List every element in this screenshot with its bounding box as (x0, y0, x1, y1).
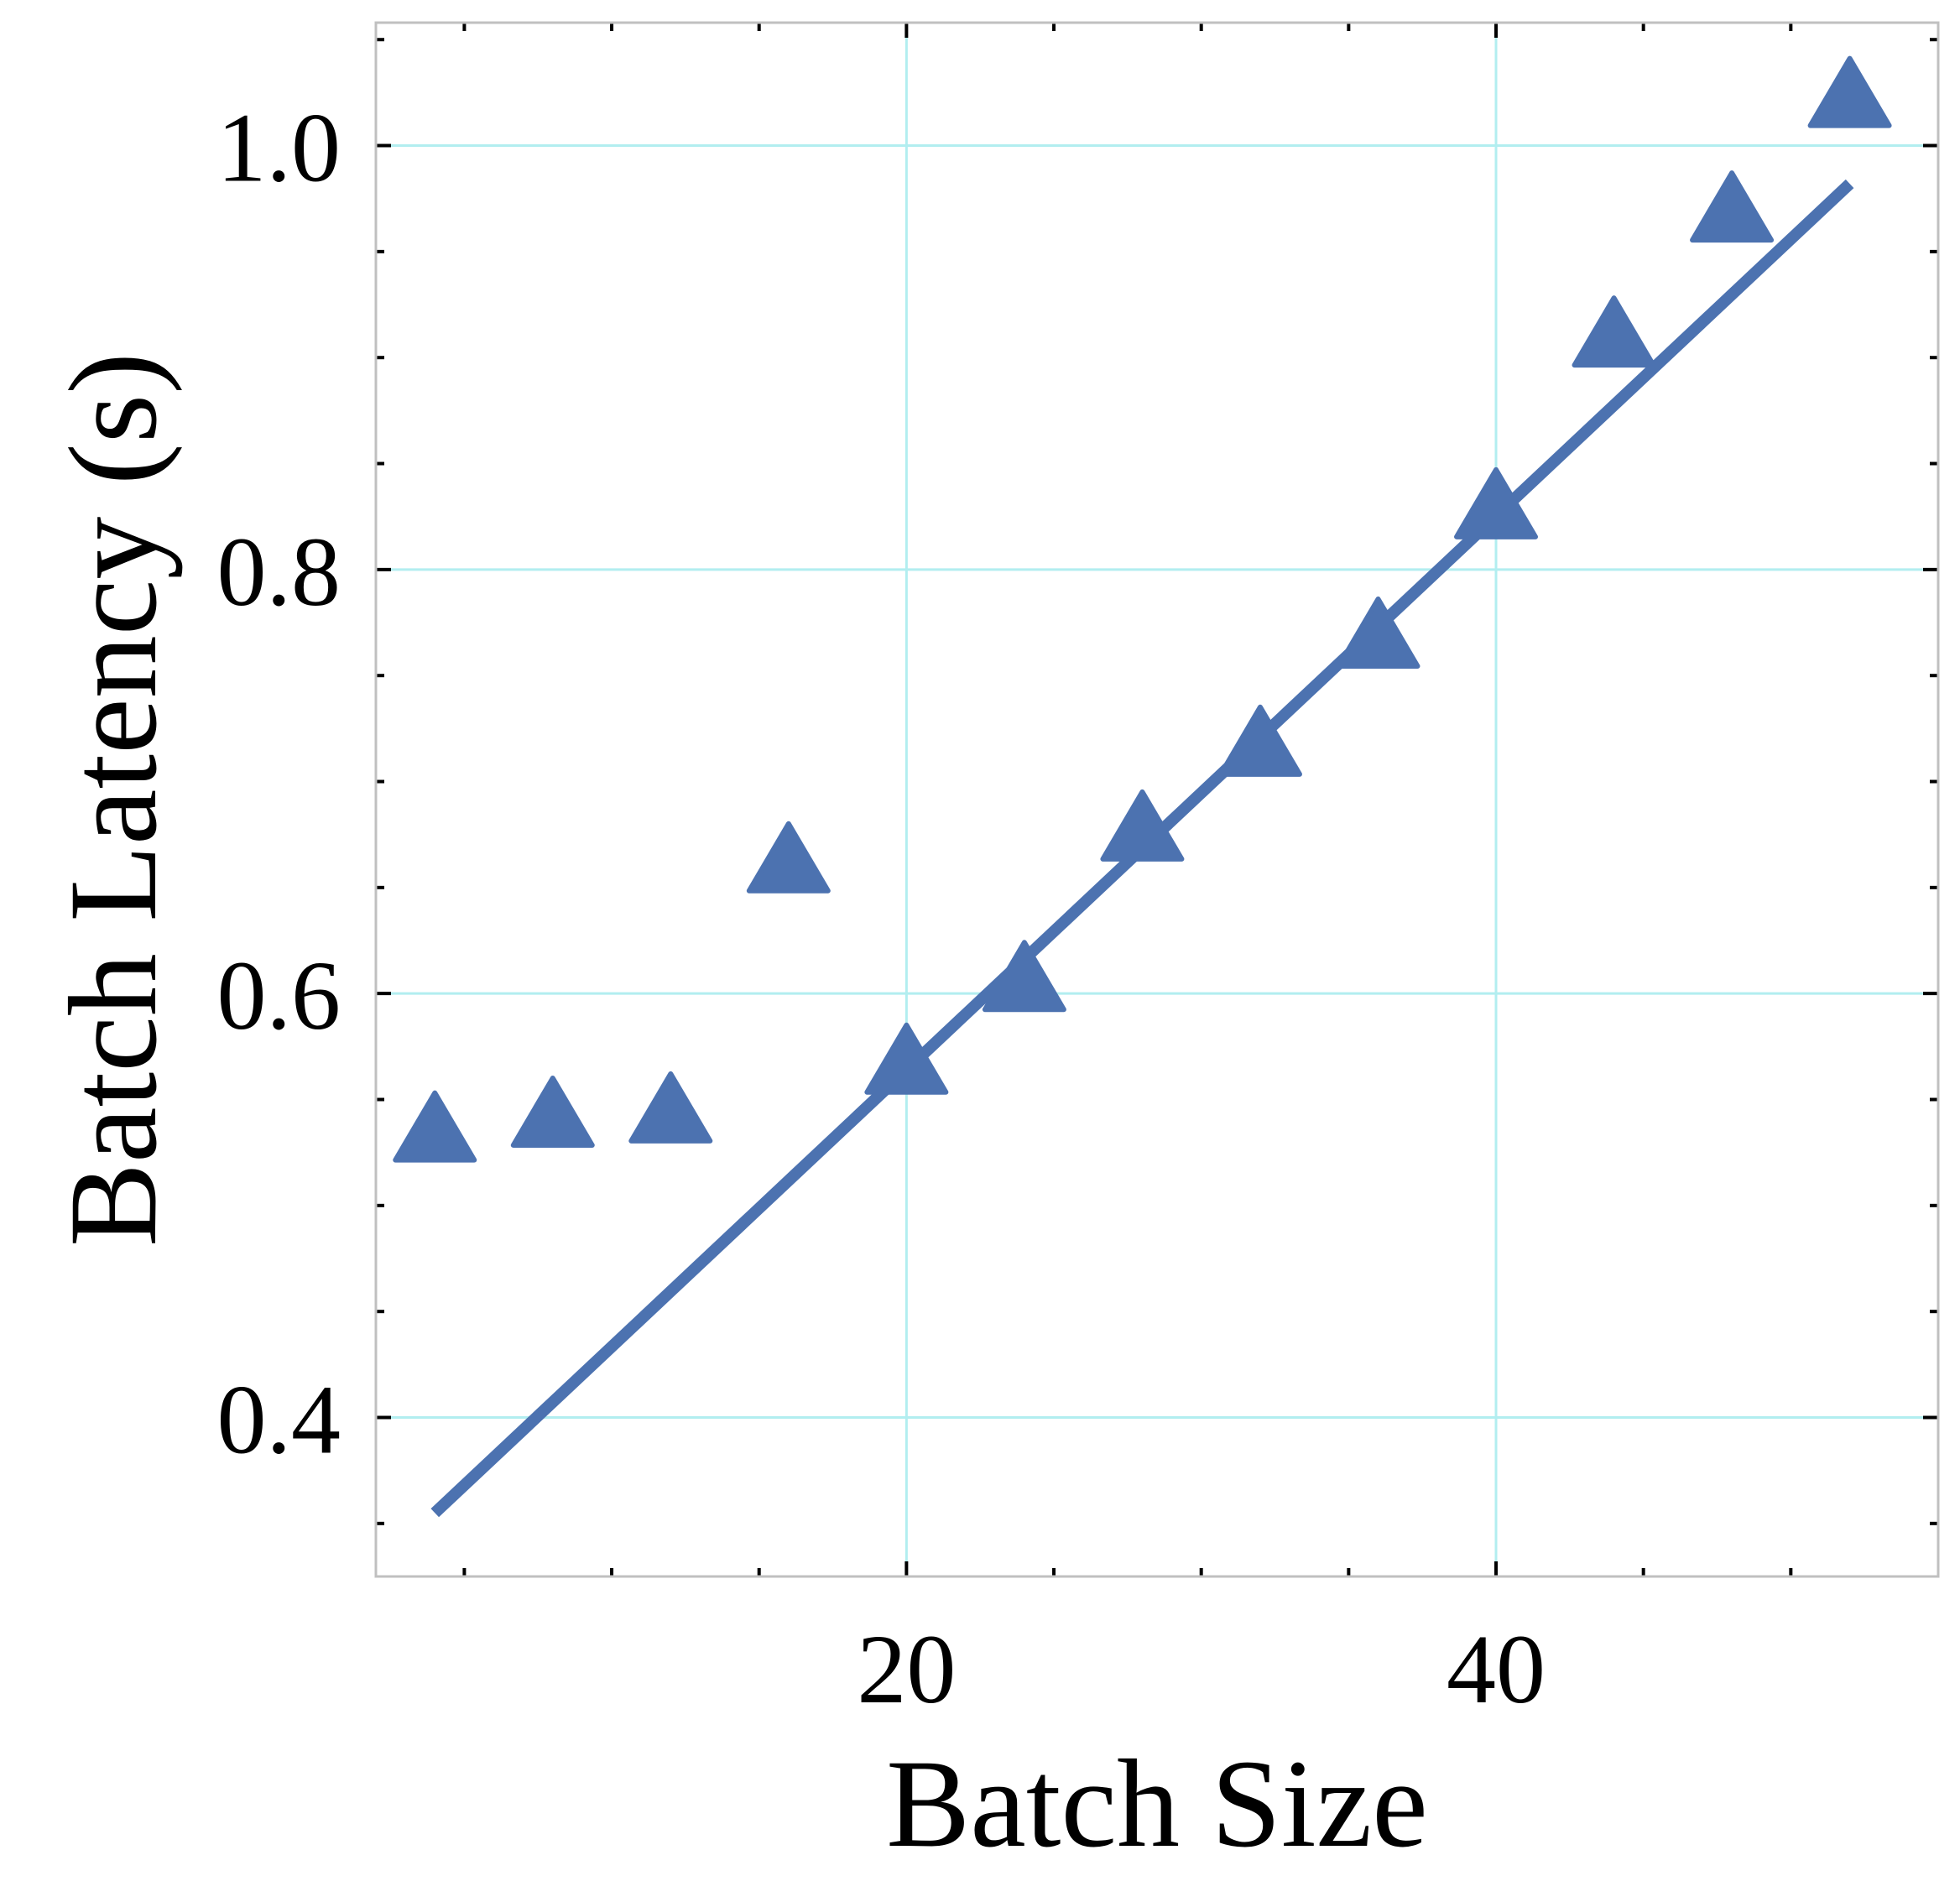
triangle-marker (1217, 704, 1302, 777)
triangle-marker (1336, 596, 1420, 669)
y-tick-label: 0.6 (217, 941, 341, 1050)
tick-labels: 20 40 0.4 0.6 0.8 1.0 (217, 93, 1546, 1724)
triangle-marker (746, 821, 831, 894)
triangle-marker (864, 1022, 949, 1095)
triangle-marker (1690, 170, 1775, 243)
y-tick-label: 0.4 (217, 1365, 341, 1475)
y-tick-label: 0.8 (217, 517, 341, 627)
series-layer (393, 55, 1892, 1518)
triangle-marker (1100, 789, 1185, 862)
triangle-marker (628, 1071, 713, 1144)
plot-frame (374, 21, 1940, 1578)
triangle-marker (510, 1075, 595, 1148)
triangle-marker (982, 940, 1066, 1013)
x-axis-title: Batch Size (886, 1734, 1428, 1873)
axis-ticks (376, 23, 1938, 1576)
y-axis-title: Batch Latency (s) (44, 352, 183, 1247)
triangle-marker (393, 1090, 477, 1163)
grid-lines (376, 23, 1938, 1576)
triangle-marker (1572, 295, 1656, 368)
x-tick-label: 40 (1447, 1614, 1546, 1724)
triangle-marker (1454, 466, 1539, 539)
triangle-marker (1807, 55, 1892, 128)
y-tick-label: 1.0 (217, 93, 341, 203)
x-tick-label: 20 (857, 1614, 956, 1724)
